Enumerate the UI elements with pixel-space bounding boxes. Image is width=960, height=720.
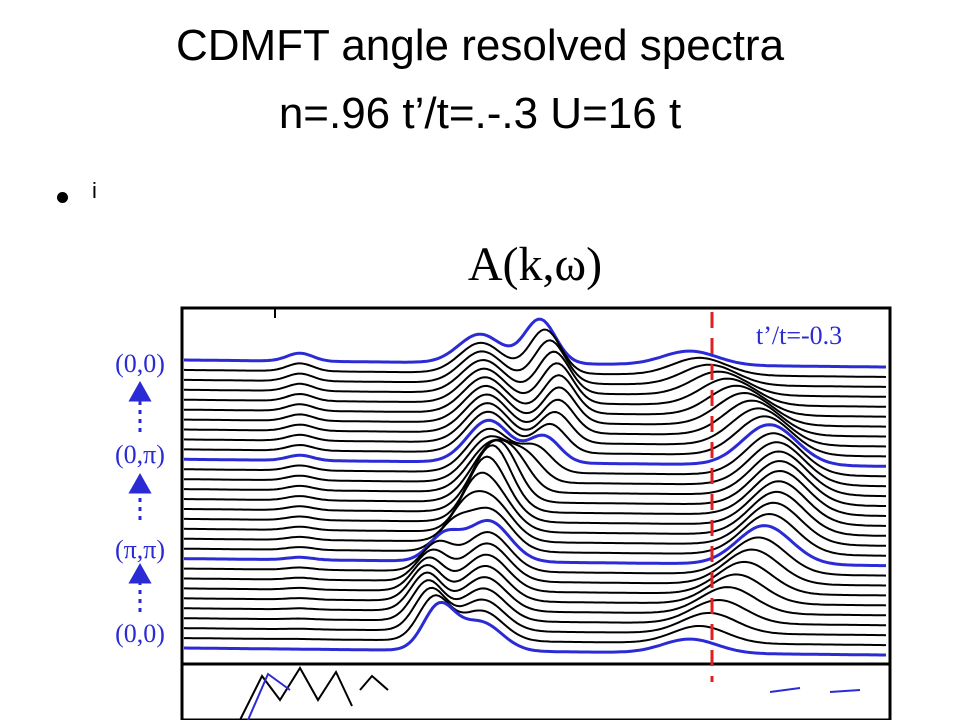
spectral-curve [184,410,886,458]
spectral-curve [184,339,886,388]
spectral-curves [183,317,887,657]
spectral-curve [184,490,887,547]
k-label-gamma-bottom: (0,0) [115,619,165,648]
path-arrow-head [128,562,152,584]
spectral-curve [184,438,886,498]
spectral-curve [184,435,887,488]
k-label-0-pi: (0,π) [115,440,165,469]
path-arrow-head [128,380,152,402]
spectral-curve [184,506,886,557]
spectral-curve [184,393,886,438]
spectral-curve [183,563,887,607]
spectral-curve [184,444,887,517]
spectral-curve-highlight [183,518,886,568]
lower-panel-curve [769,687,801,693]
bullet-text: i [92,178,97,203]
bullet-dot [57,192,68,203]
spectral-curve [184,455,886,527]
spectral-curve [184,384,886,428]
spectral-curve [183,471,886,537]
path-arrow-head [128,472,152,494]
spectral-curve [183,586,887,637]
spectral-curve [183,427,887,478]
spectral-curve [183,439,886,507]
spectral-curve [183,328,887,378]
slide-title-line1: CDMFT angle resolved spectra [175,21,785,70]
spectral-curve [184,542,886,587]
spectral-curve [184,350,886,398]
spectral-curve [184,579,886,627]
slide-title-line2: n=.96 t’/t=.-.3 U=16 t [278,89,682,138]
spectral-curve [183,402,887,448]
lower-panel-curve [247,672,291,720]
spectral-curve [184,571,886,617]
inset-label: t’/t=-0.3 [756,321,842,350]
lower-panel-curve [359,674,389,691]
spectral-curve [184,594,886,647]
spectral-curve [184,374,887,418]
lower-panel-curve [239,666,353,720]
bottom-panel-curves [239,666,861,720]
spectral-curve [184,530,887,577]
plot-frame [180,306,892,720]
k-label-pi-pi: (π,π) [115,535,165,564]
k-label-gamma-top: (0,0) [115,349,165,378]
lower-panel-curve [829,689,861,693]
spectral-curve [183,362,886,408]
spectral-curve-highlight [184,600,886,657]
spectral-curve-highlight [184,418,886,468]
panel-title: A(k,ω) [468,238,602,291]
spectral-curve-highlight [184,317,886,369]
spectral-curve [184,553,886,597]
